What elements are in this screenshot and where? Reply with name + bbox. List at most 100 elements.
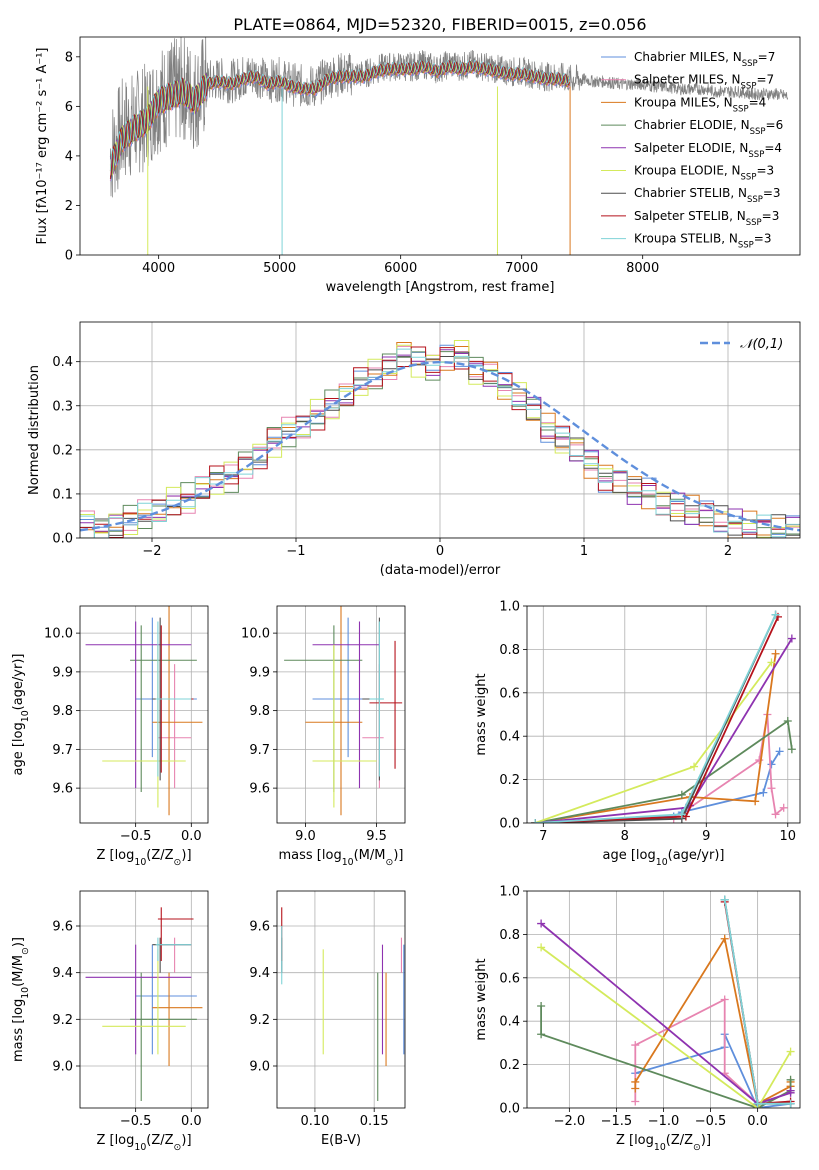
plot-area-mass-age — [277, 606, 405, 823]
axes-frame — [276, 890, 406, 1109]
y-tick-label: 0.6 — [499, 971, 520, 986]
weight-marker — [771, 610, 780, 619]
y-tick-label: 4 — [65, 149, 73, 164]
weight-marker — [786, 1075, 795, 1084]
y-tick-label: 0.4 — [499, 1015, 520, 1030]
weight-line-3 — [534, 719, 793, 823]
age-massweight-y-label: mass weight — [474, 673, 489, 755]
y-tick-label: 9.0 — [249, 1060, 270, 1075]
y-tick-label: 9.8 — [249, 704, 270, 719]
x-tick-label: 0.15 — [360, 1114, 389, 1129]
weight-marker — [631, 1041, 640, 1050]
y-tick-label: 9.4 — [249, 966, 270, 981]
x-tick-label: 7000 — [505, 261, 538, 276]
residuals-y-label: Normed distribution — [27, 365, 42, 495]
weight-marker — [771, 649, 780, 658]
weight-marker — [677, 810, 686, 819]
histogram-step-7 — [80, 346, 800, 538]
z-massweight-x-label: Z [log10(Z/Z⊙)] — [616, 1133, 711, 1153]
panel-z-massweight: −2.0 −1.5 −1.0 −0.5 0.0 0.0 0.2 0.4 0.6 0.8 1.0 Z [… — [474, 885, 801, 1153]
weight-marker — [531, 819, 540, 823]
weight-marker — [720, 995, 729, 1004]
weight-marker — [787, 634, 796, 643]
x-tick-label: 7 — [539, 829, 547, 844]
legend-label: Kroupa MILES, NSSP=4 — [634, 95, 766, 114]
y-tick-label: 0 — [65, 249, 73, 264]
axes-frame — [79, 36, 801, 256]
z-age-y-label: age [log10(age/yr)] — [11, 654, 31, 776]
weight-marker — [537, 1030, 546, 1039]
weight-marker — [755, 756, 764, 765]
weight-marker — [786, 1047, 795, 1056]
y-tick-label: 0.0 — [499, 1102, 520, 1117]
x-tick-label: −0.5 — [695, 1114, 727, 1129]
y-tick-label: 9.9 — [52, 665, 73, 680]
y-tick-label: 1.0 — [499, 600, 520, 615]
x-tick-label: 0.0 — [181, 1114, 202, 1129]
y-tick-label: 0.2 — [499, 1058, 520, 1073]
x-tick-label: 10 — [780, 829, 797, 844]
x-tick-label: 0.0 — [747, 1114, 768, 1129]
weight-marker — [759, 788, 768, 797]
y-tick-label: 9.9 — [249, 665, 270, 680]
normal-curve — [80, 360, 800, 532]
panel-spectrum: 4000 5000 6000 7000 8000 0 2 4 6 8 wavelength [Ang… — [35, 36, 801, 295]
figure-title: PLATE=0864, MJD=52320, FIBERID=0015, z=0… — [233, 15, 646, 34]
z-massweight-y-label: mass weight — [474, 958, 489, 1040]
y-tick-label: 9.2 — [249, 1013, 270, 1028]
y-tick-label: 0.2 — [499, 773, 520, 788]
weight-marker — [537, 1002, 546, 1011]
x-tick-label: 6000 — [384, 261, 417, 276]
x-tick-label: 1 — [580, 544, 588, 559]
x-tick-label: 4000 — [142, 261, 175, 276]
axes-frame — [79, 890, 209, 1109]
axes-frame — [79, 605, 209, 824]
y-tick-label: 9.7 — [52, 743, 73, 758]
legend-label: Chabrier MILES, NSSP=7 — [634, 50, 775, 69]
weight-marker — [767, 658, 776, 667]
y-tick-label: 10.0 — [44, 627, 73, 642]
y-tick-label: 0.8 — [499, 928, 520, 943]
plot-area-z-mass — [80, 891, 208, 1108]
weight-line-5 — [540, 946, 792, 1108]
spectrum-x-label: wavelength [Angstrom, rest frame] — [326, 280, 555, 295]
y-tick-label: 0.0 — [499, 817, 520, 832]
x-tick-label: 0 — [436, 544, 444, 559]
x-tick-label: 9.5 — [366, 829, 387, 844]
panel-z-age: −0.5 0.0 9.6 9.7 9.8 9.9 10.0 Z [log10(Z/Z⊙)] ag… — [11, 605, 209, 868]
weight-marker — [786, 1086, 795, 1095]
y-tick-label: 9.7 — [249, 743, 270, 758]
x-tick-label: −0.5 — [120, 1114, 152, 1129]
x-tick-label: −0.5 — [120, 829, 152, 844]
x-tick-label: 5000 — [263, 261, 296, 276]
ebv-mass-x-label: E(B-V) — [321, 1133, 361, 1148]
plot-area-z-massweight — [527, 891, 800, 1108]
panel-z-mass: −0.5 0.0 9.0 9.2 9.4 9.6 Z [log10(Z/Z⊙)] mass [… — [11, 890, 209, 1153]
y-tick-label: 9.2 — [52, 1013, 73, 1028]
model-line-8 — [109, 59, 571, 172]
weight-marker — [767, 760, 776, 769]
y-tick-label: 1.0 — [499, 885, 520, 900]
panel-residuals: −2 −1 0 1 2 0.0 0.1 0.2 0.3 0.4 (data-model)/error… — [27, 321, 801, 578]
x-tick-label: −2.0 — [554, 1114, 586, 1129]
plot-area-residuals — [80, 322, 800, 538]
y-tick-label: 6 — [65, 100, 73, 115]
x-tick-label: 8000 — [626, 261, 659, 276]
y-tick-label: 0.3 — [52, 399, 73, 414]
y-tick-label: 0.0 — [52, 532, 73, 547]
weight-marker — [786, 1099, 795, 1108]
legend-label: Kroupa STELIB, NSSP=3 — [634, 232, 772, 251]
legend-label: 𝒩(0,1) — [740, 337, 783, 352]
panel-mass-age: 9.0 9.5 9.6 9.7 9.8 9.9 10.0 mass [log10(M/M⊙)] — [241, 605, 406, 868]
y-tick-label: 0.2 — [52, 443, 73, 458]
x-tick-label: 8 — [621, 829, 629, 844]
weight-marker — [677, 790, 686, 799]
legend-label: Chabrier ELODIE, NSSP=6 — [634, 118, 783, 137]
weight-marker — [690, 762, 699, 771]
panel-age-massweight: 7 8 9 10 0.0 0.2 0.4 0.6 0.8 1.0 age [log10(age/yr… — [474, 600, 801, 868]
plot-area-ebv-mass — [277, 891, 405, 1108]
y-tick-label: 0.1 — [52, 487, 73, 502]
legend-label: Kroupa ELODIE, NSSP=3 — [634, 164, 774, 183]
weight-marker — [779, 803, 788, 812]
